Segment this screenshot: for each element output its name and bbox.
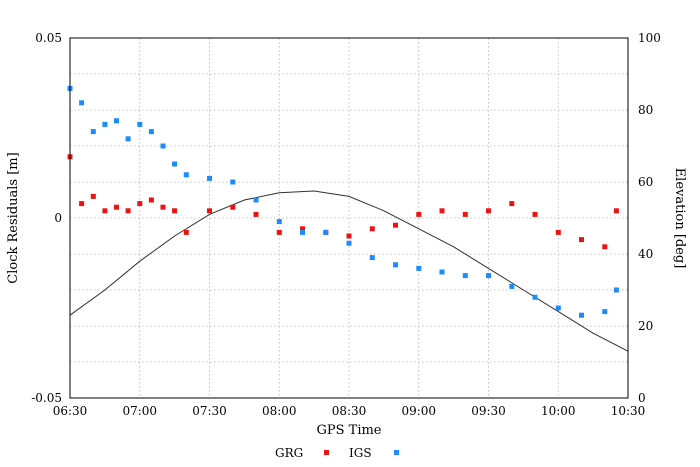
igs-point xyxy=(346,240,352,246)
grg-point xyxy=(230,204,236,210)
igs-point xyxy=(613,287,619,293)
x-tick-label: 10:00 xyxy=(541,404,576,418)
igs-point xyxy=(79,100,85,106)
grg-point xyxy=(79,201,85,207)
igs-point xyxy=(369,255,375,261)
y2-tick-label: 20 xyxy=(638,319,653,333)
y2-axis-title: Elevation [deg] xyxy=(672,168,687,269)
igs-point xyxy=(230,179,236,185)
grg-point xyxy=(509,201,515,207)
y2-tick-label: 100 xyxy=(638,31,661,45)
igs-point xyxy=(393,262,398,268)
grg-point xyxy=(300,226,305,232)
igs-point xyxy=(439,269,445,275)
igs-point xyxy=(555,305,561,311)
y-tick-label: -0.05 xyxy=(31,391,62,405)
legend-label-grg: GRG xyxy=(275,446,303,460)
igs-point xyxy=(207,175,212,181)
grg-point xyxy=(346,233,352,239)
grg-point xyxy=(439,208,445,214)
igs-point xyxy=(90,129,96,135)
y2-tick-label: 40 xyxy=(638,247,653,261)
x-tick-label: 06:30 xyxy=(53,404,88,418)
grg-point xyxy=(555,229,561,235)
plot-frame xyxy=(69,37,629,399)
grid xyxy=(70,38,628,398)
igs-point xyxy=(125,136,131,142)
grg-point xyxy=(486,208,491,214)
igs-point xyxy=(148,129,154,135)
x-tick-label: 10:30 xyxy=(611,404,646,418)
x-tick-label: 07:00 xyxy=(122,404,157,418)
grg-point xyxy=(102,208,108,214)
legend-swatch-igs xyxy=(394,450,399,455)
y-tick-label: 0.05 xyxy=(35,31,62,45)
x-tick-label: 07:30 xyxy=(192,404,227,418)
igs-point xyxy=(276,219,282,225)
igs-point xyxy=(323,229,329,235)
grg-point xyxy=(369,226,375,232)
igs-point xyxy=(486,273,491,279)
x-axis-title: GPS Time xyxy=(316,423,381,438)
grg-point xyxy=(207,208,212,214)
tick-labels: 06:30 07:00 07:30 08:00 08:30 09:00 09:30 10:00… xyxy=(31,31,661,418)
grg-point xyxy=(602,244,608,250)
grg-point xyxy=(148,197,154,203)
igs-point xyxy=(532,294,538,300)
y2-tick-label: 0 xyxy=(638,391,646,405)
y-tick-label: 0 xyxy=(54,211,62,225)
igs-point xyxy=(462,273,468,279)
igs-point xyxy=(579,312,584,318)
igs-point xyxy=(253,197,259,203)
grg-point xyxy=(393,222,398,228)
grg-point xyxy=(137,201,143,207)
igs-point xyxy=(172,161,178,167)
grg-point xyxy=(114,204,119,210)
igs-point xyxy=(137,121,143,127)
igs-point xyxy=(183,172,189,178)
grg-point xyxy=(172,208,178,214)
x-tick-label: 09:30 xyxy=(471,404,506,418)
x-tick-label: 08:30 xyxy=(332,404,367,418)
y2-tick-label: 60 xyxy=(638,175,653,189)
x-tick-label: 08:00 xyxy=(262,404,297,418)
igs-point xyxy=(300,229,305,235)
igs-point xyxy=(416,265,422,271)
igs-point xyxy=(509,283,515,289)
grg-point xyxy=(532,211,538,217)
legend-label-igs: IGS xyxy=(349,446,372,460)
igs-point xyxy=(102,121,108,127)
y2-tick-label: 80 xyxy=(638,103,653,117)
grg-point xyxy=(579,237,584,243)
scatter-points-layer xyxy=(67,85,619,318)
grg-point xyxy=(125,208,131,214)
x-tick-label: 09:00 xyxy=(401,404,436,418)
grg-point xyxy=(613,208,619,214)
igs-point xyxy=(602,309,608,315)
igs-point xyxy=(114,118,119,124)
grg-point xyxy=(160,204,166,210)
grg-point xyxy=(183,229,189,235)
grg-point xyxy=(276,229,282,235)
legend-swatch-grg xyxy=(324,450,329,455)
grg-point xyxy=(416,211,422,217)
y-axis-title: Clock Residuals [m] xyxy=(6,152,21,283)
igs-point xyxy=(160,143,166,149)
grg-point xyxy=(462,211,468,217)
grg-point xyxy=(90,193,96,199)
legend: GRG IGS xyxy=(275,446,399,460)
grg-point xyxy=(253,211,259,217)
